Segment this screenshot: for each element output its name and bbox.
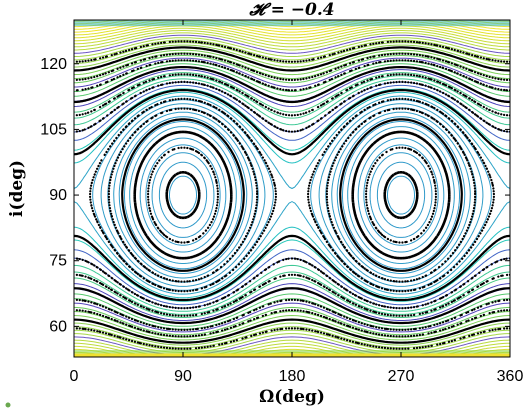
colored-contour-line [100,103,484,287]
y-tick-label: 90 [49,187,67,204]
colored-contour-line [74,69,510,321]
corner-marker [5,402,11,408]
black-dotted-contour [74,59,510,331]
colored-contour-line [74,42,510,349]
colored-contour-line [145,144,439,246]
black-dotted-contour [74,80,510,310]
x-axis-label: Ω(deg) [259,387,325,407]
colored-contour-line [118,116,466,274]
colored-contour-line [74,78,510,312]
colored-contour-line [113,111,471,279]
black-dotted-contour [74,52,510,338]
x-tick-label: 360 [497,368,523,385]
colored-contour-line [169,175,415,215]
colored-contour-line [158,161,426,229]
chart-title: 𝓗 = −0.4 [248,0,334,20]
colored-contour-line [124,121,460,270]
y-tick-label: 60 [49,318,67,335]
colored-contour-line [74,49,510,341]
y-axis-label: i(deg) [7,160,27,217]
colored-contour-line [74,63,510,327]
colored-contour-line [74,39,510,351]
y-tick-label: 105 [40,121,67,138]
colored-contour-line [74,52,510,338]
colored-contour-line [74,75,510,315]
colored-contour-line [74,88,510,302]
black-dotted-contour [74,40,510,350]
x-axis-ticks: 0 90 180 270 360 [70,20,523,385]
colored-contour-line [74,57,510,333]
black-dotted-contour [74,66,510,325]
colored-contour-line [129,126,455,264]
y-axis-ticks: 60 75 90 105 120 [40,56,510,335]
colored-contour-line [74,55,510,336]
x-tick-label: 90 [174,368,192,385]
colored-contour-line [74,72,510,318]
black-dotted-contour [147,146,437,244]
black-dotted-contour [74,46,510,344]
colored-contour-line [74,91,510,299]
black-dotted-contour [74,89,510,302]
colored-contour-line [74,84,510,306]
colored-contour-line [74,44,510,346]
black-dotted-contour [133,130,451,260]
colored-contour-line [151,152,433,238]
y-tick-label: 75 [49,253,67,270]
black-dotted-contours [74,40,510,350]
black-dotted-contour [121,118,463,272]
colored-contour-line [74,95,510,295]
y-tick-label: 120 [40,56,67,73]
x-tick-label: 180 [279,368,306,385]
black-dotted-contour [107,107,477,283]
x-tick-label: 270 [388,368,415,385]
black-dotted-contour [74,73,510,317]
plot-area [74,20,510,357]
x-tick-label: 0 [70,368,79,385]
black-dotted-contour [165,171,419,220]
black-dotted-contour [89,97,495,293]
colored-contour-line [139,137,445,253]
